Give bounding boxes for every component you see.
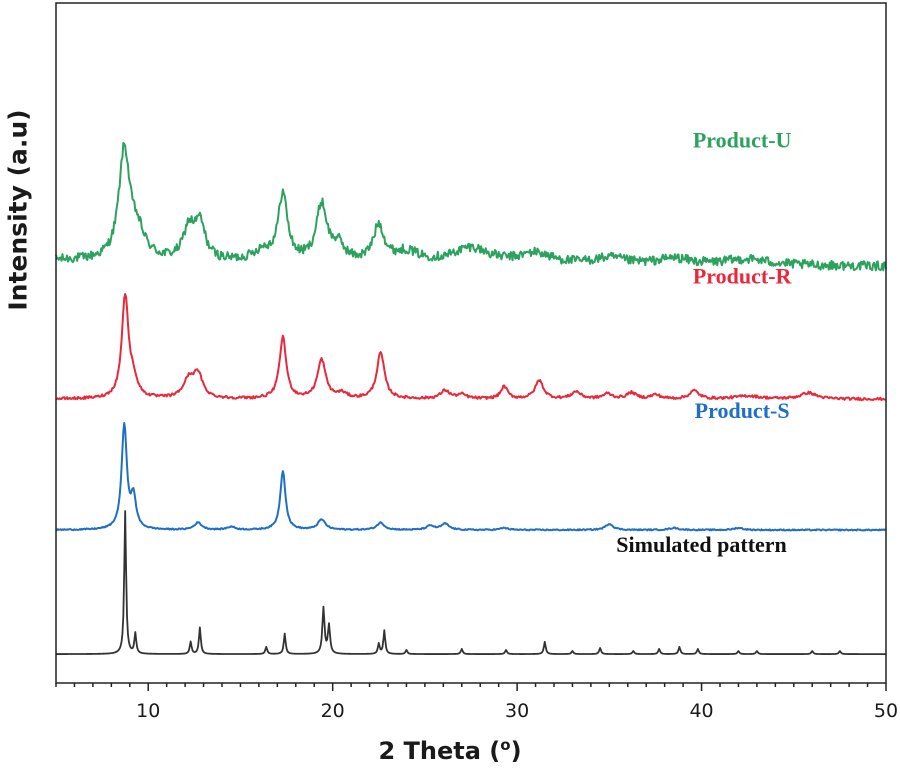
- x-axis-label-sup: o: [500, 736, 511, 754]
- plot-frame: [55, 2, 887, 684]
- series-label-4: Simulated pattern: [616, 532, 787, 557]
- x-tick-label: 40: [689, 700, 713, 722]
- x-tick-label: 30: [505, 700, 529, 722]
- series-line-3: [55, 422, 887, 532]
- x-axis-label: 2 Theta (o): [0, 736, 900, 765]
- series-label-1: Product-U: [693, 128, 792, 153]
- series-label-2: Product-R: [693, 264, 793, 289]
- axes-frame: 10 20 30 40 50: [55, 2, 898, 722]
- y-axis-label-text: Intensity (a.u): [3, 109, 33, 311]
- x-tick-label: 50: [874, 700, 898, 722]
- x-axis-label-main: 2 Theta (: [378, 737, 501, 765]
- x-tick-label: 20: [321, 700, 345, 722]
- series-labels: Product-U Product-R Product-S Simulated pat…: [616, 128, 792, 558]
- series-layer: [55, 141, 887, 655]
- series-line-1: [55, 141, 887, 272]
- x-tick-label: 10: [136, 700, 160, 722]
- series-line-4: [56, 510, 886, 655]
- series-line-2: [55, 292, 887, 402]
- x-axis-label-close: ): [510, 737, 522, 765]
- series-label-3: Product-S: [695, 398, 790, 423]
